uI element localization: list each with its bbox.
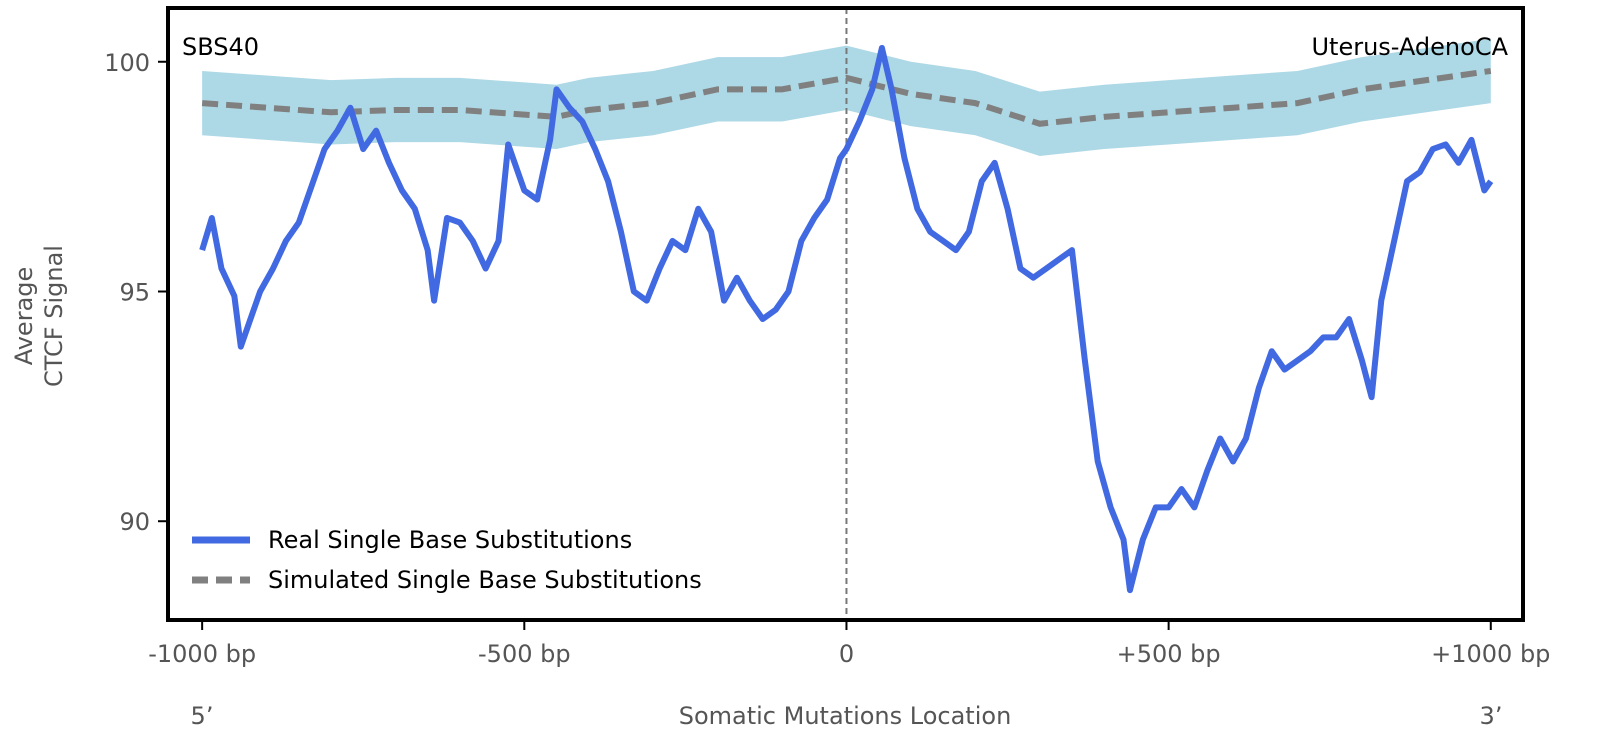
y-axis-label-line1: Average	[10, 267, 38, 366]
legend-simulated-label: Simulated Single Base Substitutions	[268, 566, 702, 594]
legend: Real Single Base Substitutions Simulated…	[192, 526, 702, 594]
y-tick-label: 90	[119, 508, 150, 536]
cancer-type-label: Uterus-AdenoCA	[1311, 33, 1508, 61]
three-prime-label: 3’	[1480, 702, 1503, 730]
y-tick-label: 95	[119, 278, 150, 306]
legend-real-label: Real Single Base Substitutions	[268, 526, 632, 554]
simulated-band	[202, 38, 1491, 156]
x-axis: -1000 bp -500 bp 0 +500 bp +1000 bp	[148, 620, 1550, 668]
x-tick-label: 0	[839, 640, 854, 668]
x-tick-label: -500 bp	[478, 640, 571, 668]
x-axis-label: Somatic Mutations Location	[679, 702, 1012, 730]
signature-label: SBS40	[182, 33, 259, 61]
confidence-band	[202, 38, 1491, 156]
y-axis-label-line2: CTCF Signal	[40, 245, 68, 387]
simulated-series-line	[201, 67, 1492, 127]
five-prime-label: 5’	[191, 702, 214, 730]
x-tick-label: +1000 bp	[1431, 640, 1550, 668]
real-series-line	[199, 44, 1494, 594]
series-layer	[199, 44, 1494, 594]
x-tick-label: +500 bp	[1117, 640, 1221, 668]
y-axis: 90 95 100	[104, 49, 168, 536]
y-tick-label: 100	[104, 49, 150, 77]
x-tick-label: -1000 bp	[148, 640, 256, 668]
